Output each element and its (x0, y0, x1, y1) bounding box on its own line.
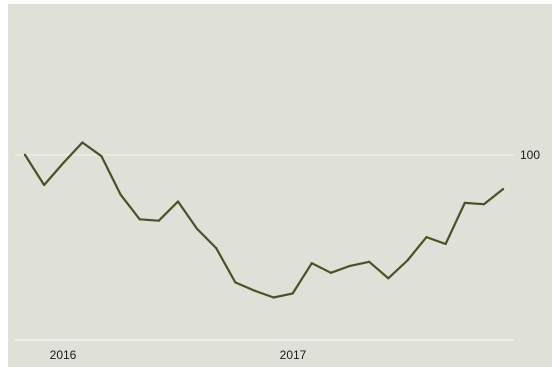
data-point (348, 264, 352, 268)
data-point (23, 153, 27, 156)
data-point (387, 277, 390, 280)
data-point (291, 292, 294, 295)
data-point (119, 193, 122, 196)
data-point (100, 155, 103, 158)
data-point (482, 203, 485, 206)
data-point (253, 289, 256, 292)
data-point (329, 271, 333, 274)
data-point (62, 161, 65, 165)
y-tick-label: 100 (520, 148, 540, 162)
data-point (406, 259, 409, 262)
grid-layer (15, 154, 514, 341)
x-tick-label: 2017 (280, 348, 307, 362)
data-point (157, 219, 160, 222)
data-point (138, 218, 141, 221)
data-point (444, 242, 447, 246)
data-point (43, 183, 46, 187)
series-layer (23, 141, 505, 299)
series-line (23, 141, 505, 299)
data-point (501, 188, 505, 191)
label-layer: 100 2016 2017 (50, 148, 541, 362)
data-point (272, 296, 275, 299)
data-point (310, 262, 313, 265)
data-point (368, 260, 371, 263)
data-point (463, 201, 466, 204)
plot-background (8, 4, 552, 367)
data-point (215, 247, 218, 250)
data-point (195, 227, 199, 231)
data-point (425, 236, 428, 239)
x-tick-label: 2016 (50, 348, 77, 362)
data-point (81, 141, 84, 144)
data-point (176, 200, 180, 203)
data-point (234, 281, 237, 284)
